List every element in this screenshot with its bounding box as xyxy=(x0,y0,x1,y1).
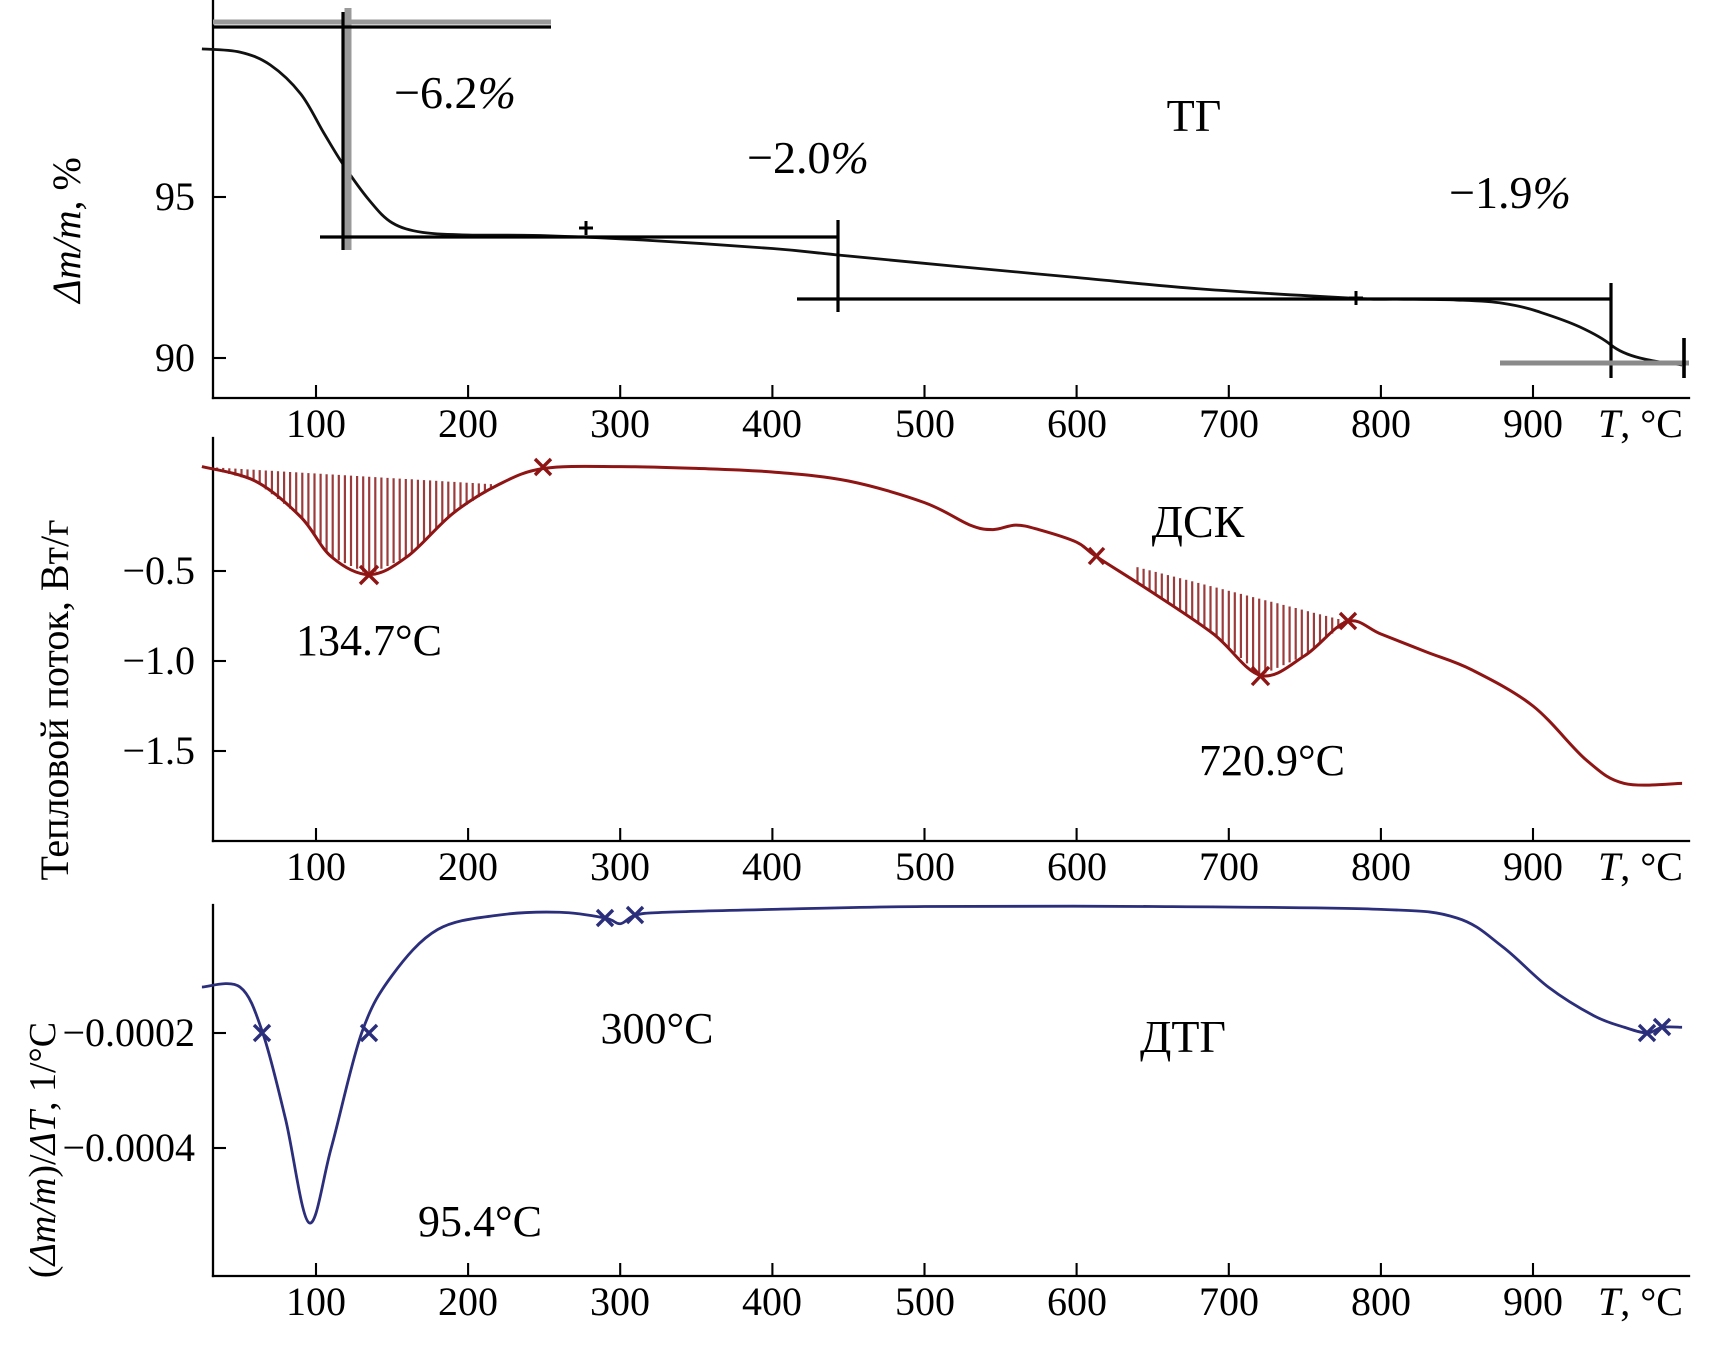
svg-text:600: 600 xyxy=(1047,401,1107,446)
svg-text:500: 500 xyxy=(895,401,955,446)
svg-text:−1.9%: −1.9% xyxy=(1449,167,1571,218)
svg-text:500: 500 xyxy=(895,1279,955,1324)
svg-text:−1.0: −1.0 xyxy=(122,638,195,683)
svg-text:800: 800 xyxy=(1351,1279,1411,1324)
svg-text:−1.5: −1.5 xyxy=(122,728,195,773)
svg-text:200: 200 xyxy=(438,1279,498,1324)
svg-text:300: 300 xyxy=(590,844,650,889)
svg-text:−6.2%: −6.2% xyxy=(394,67,516,118)
svg-text:300: 300 xyxy=(590,401,650,446)
svg-text:−0.5: −0.5 xyxy=(122,548,195,593)
svg-text:−0.0002: −0.0002 xyxy=(62,1010,195,1055)
svg-text:800: 800 xyxy=(1351,844,1411,889)
svg-text:200: 200 xyxy=(438,844,498,889)
svg-text:400: 400 xyxy=(742,844,802,889)
svg-text:95: 95 xyxy=(155,174,195,219)
svg-text:900: 900 xyxy=(1503,1279,1563,1324)
svg-text:900: 900 xyxy=(1503,401,1563,446)
svg-text:T, °C: T, °C xyxy=(1598,844,1683,889)
svg-text:T, °C: T, °C xyxy=(1598,401,1683,446)
svg-text:600: 600 xyxy=(1047,844,1107,889)
svg-text:600: 600 xyxy=(1047,1279,1107,1324)
svg-text:100: 100 xyxy=(286,1279,346,1324)
svg-text:134.7°C: 134.7°C xyxy=(296,616,442,665)
svg-text:Δm/m, %: Δm/m, % xyxy=(44,157,89,305)
svg-text:500: 500 xyxy=(895,844,955,889)
svg-text:700: 700 xyxy=(1199,844,1259,889)
svg-text:300°C: 300°C xyxy=(601,1004,714,1053)
svg-text:ДТГ: ДТГ xyxy=(1140,1011,1226,1062)
svg-text:800: 800 xyxy=(1351,401,1411,446)
svg-text:−0.0004: −0.0004 xyxy=(62,1125,195,1170)
svg-text:700: 700 xyxy=(1199,1279,1259,1324)
svg-text:90: 90 xyxy=(155,335,195,380)
svg-text:Тепловой поток, Вт/г: Тепловой поток, Вт/г xyxy=(32,520,77,881)
svg-text:720.9°C: 720.9°C xyxy=(1199,736,1345,785)
svg-text:400: 400 xyxy=(742,1279,802,1324)
svg-text:(Δm/m)/ΔT, 1/°C: (Δm/m)/ΔT, 1/°C xyxy=(22,1022,64,1278)
svg-text:ТГ: ТГ xyxy=(1167,90,1222,141)
svg-text:T, °C: T, °C xyxy=(1598,1279,1683,1324)
svg-text:100: 100 xyxy=(286,844,346,889)
svg-text:ДСК: ДСК xyxy=(1152,496,1245,547)
svg-text:95.4°C: 95.4°C xyxy=(418,1197,542,1246)
svg-text:700: 700 xyxy=(1199,401,1259,446)
svg-text:300: 300 xyxy=(590,1279,650,1324)
svg-text:400: 400 xyxy=(742,401,802,446)
svg-text:−2.0%: −2.0% xyxy=(747,132,869,183)
svg-text:100: 100 xyxy=(286,401,346,446)
svg-text:200: 200 xyxy=(438,401,498,446)
svg-text:900: 900 xyxy=(1503,844,1563,889)
